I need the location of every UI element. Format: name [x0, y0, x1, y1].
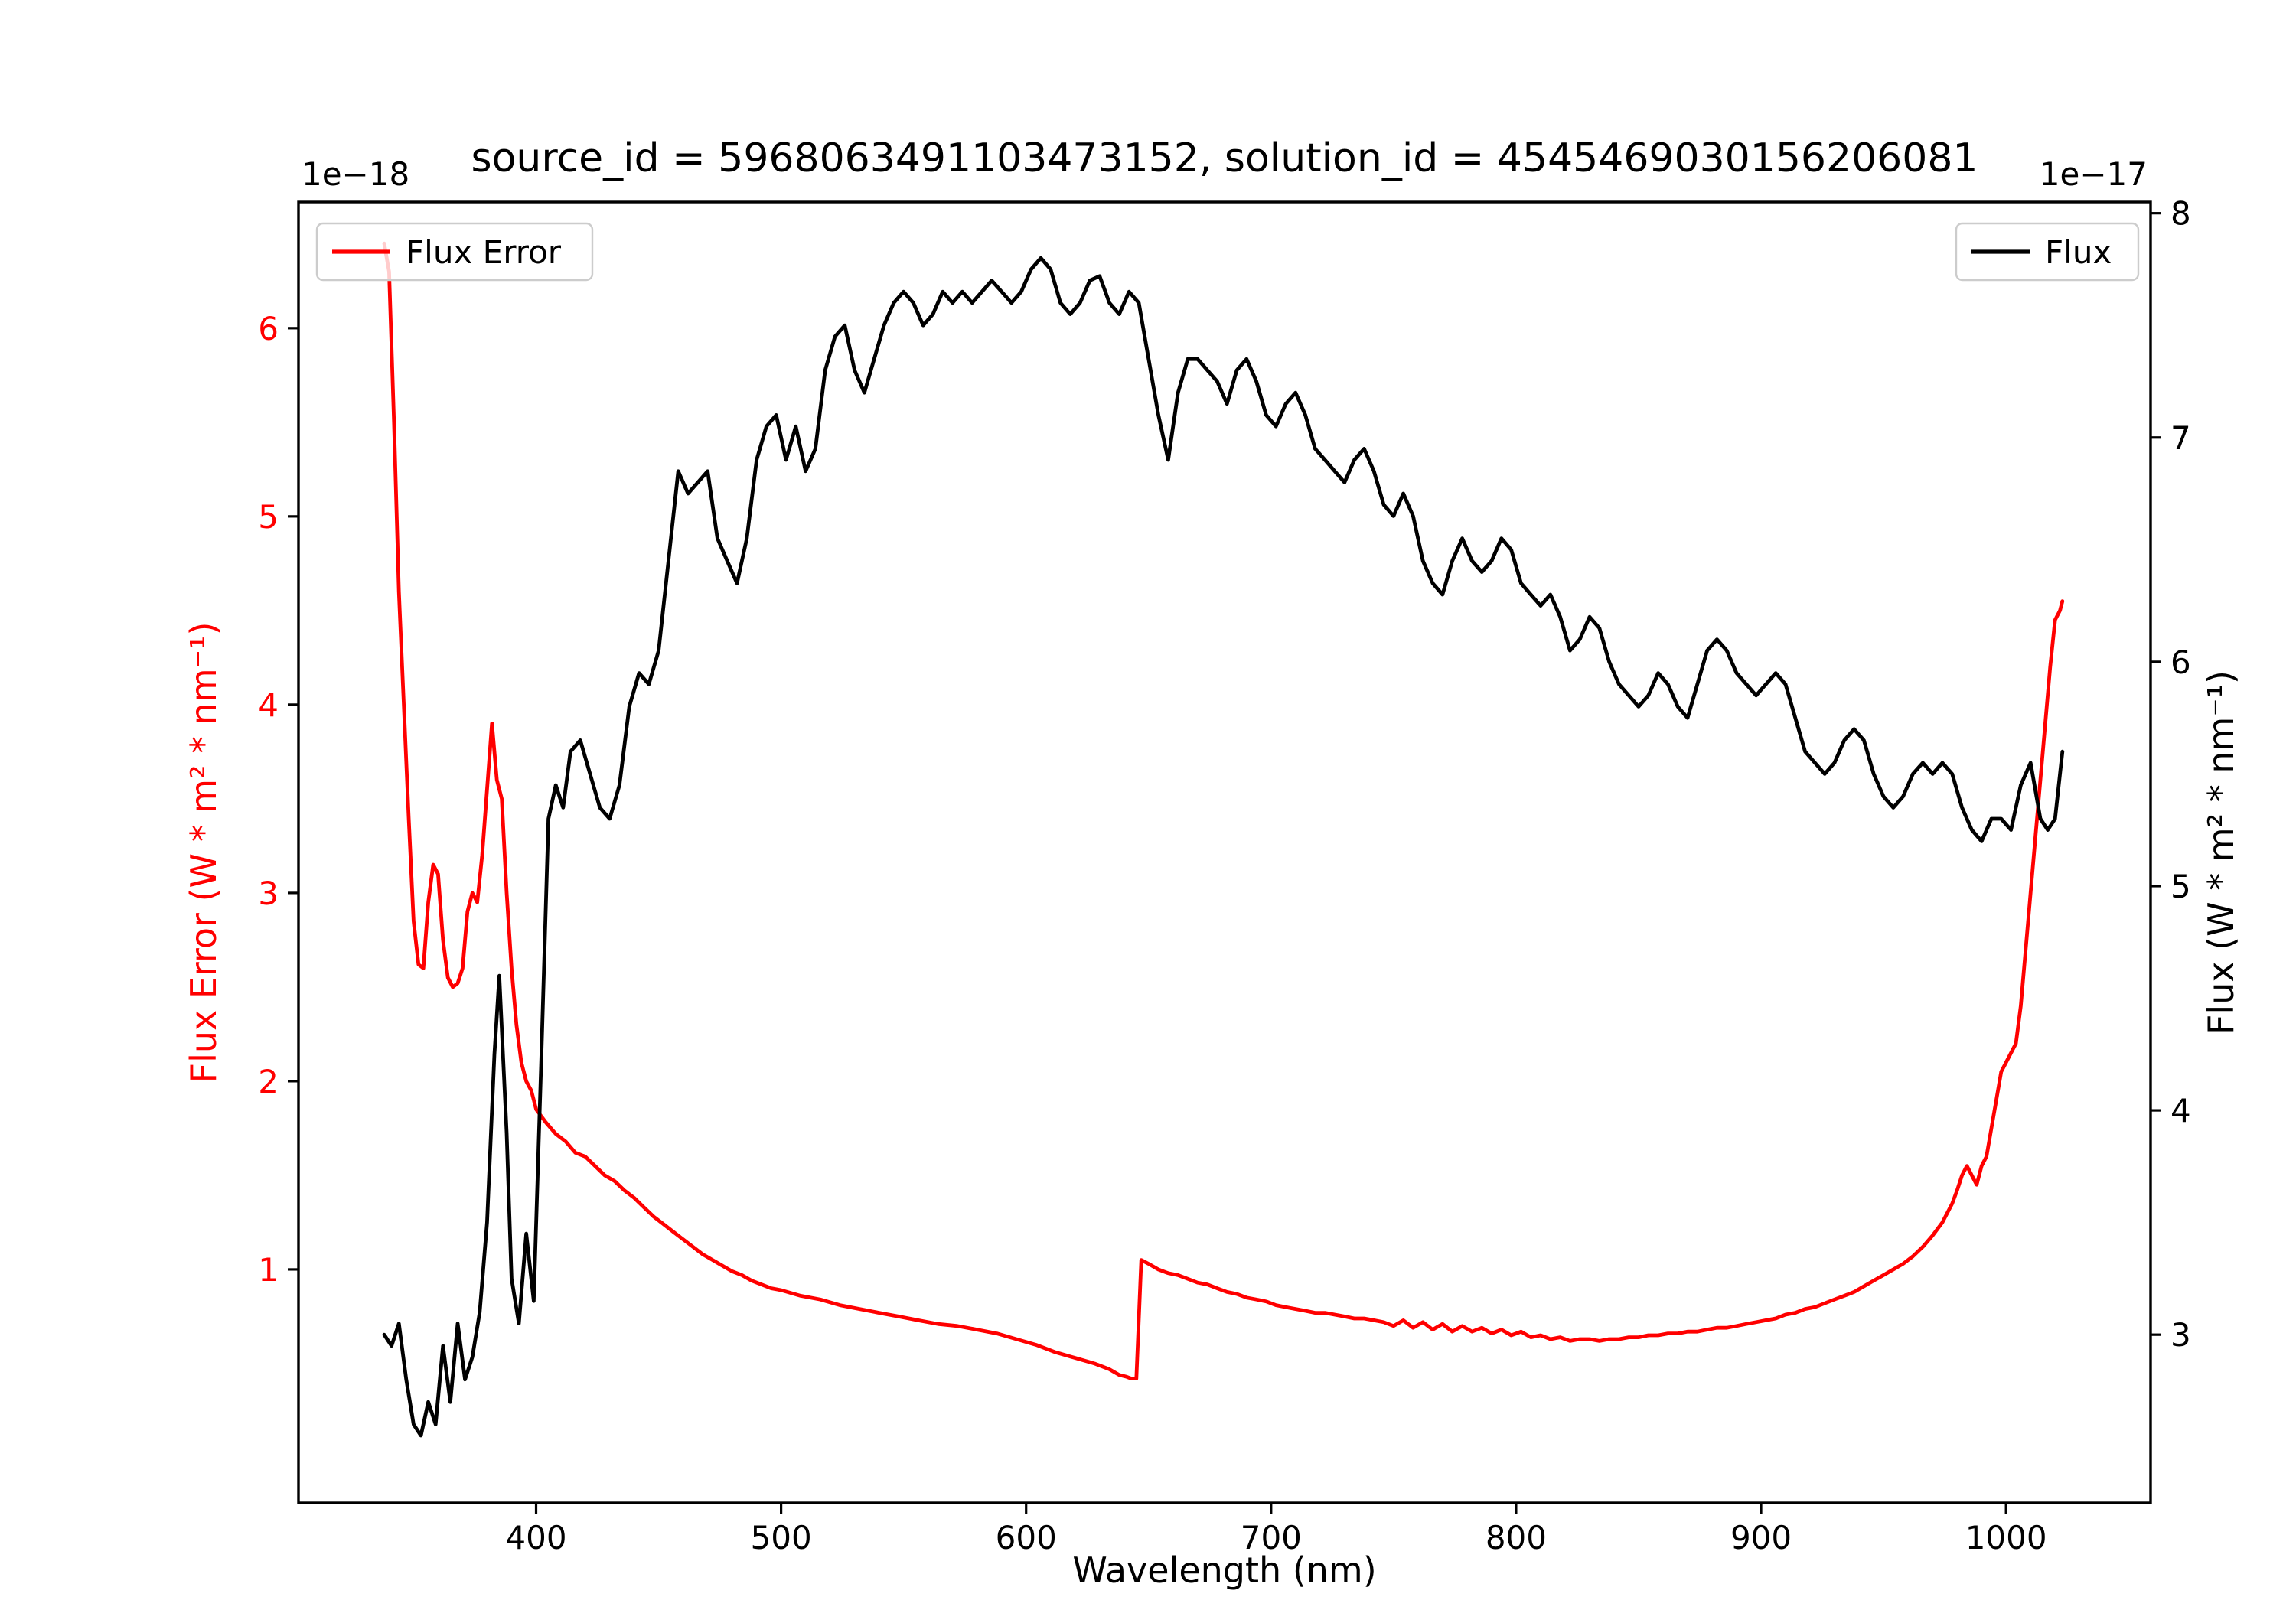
axes-spines	[297, 200, 2152, 1504]
flux-error-line	[382, 241, 2065, 1380]
left-y-tick-label: 4	[258, 686, 279, 724]
right-y-tick-label: 3	[2170, 1316, 2191, 1354]
left-y-tick-label: 6	[258, 310, 279, 347]
x-tick-label: 600	[996, 1519, 1057, 1556]
left-y-tick-label: 2	[258, 1063, 279, 1100]
legend-flux-label: Flux	[2045, 233, 2112, 271]
right-axis-label: Flux (W * m² * nm⁻¹)	[2200, 670, 2242, 1035]
chart-title: source_id = 5968063491103473152, solutio…	[471, 135, 1978, 181]
x-tick-label: 800	[1486, 1519, 1547, 1556]
plot-area	[382, 241, 2065, 1438]
legend-flux-error: Flux Error	[315, 222, 594, 282]
x-tick-label: 500	[751, 1519, 812, 1556]
left-y-tick-label: 3	[258, 875, 279, 912]
right-y-tick-label: 4	[2170, 1092, 2191, 1129]
legend-flux-frame	[1955, 222, 2140, 282]
right-axis-offset-text: 1e−17	[2040, 155, 2148, 193]
left-y-tick-label: 1	[258, 1251, 279, 1289]
flux-line	[382, 256, 2065, 1438]
x-tick-label: 900	[1730, 1519, 1792, 1556]
right-y-tick-label: 7	[2170, 419, 2191, 457]
left-axis-offset-text: 1e−18	[302, 155, 409, 193]
legend-flux: Flux	[1955, 222, 2140, 282]
right-y-tick-label: 5	[2170, 868, 2191, 905]
legend-flux-error-label: Flux Error	[406, 233, 562, 271]
right-y-tick-label: 8	[2170, 195, 2191, 233]
left-y-tick-label: 5	[258, 498, 279, 536]
x-tick-label: 700	[1241, 1519, 1302, 1556]
x-tick-label: 400	[505, 1519, 566, 1556]
legend-flux-error-frame	[315, 222, 594, 282]
x-tick-label: 1000	[1965, 1519, 2047, 1556]
right-y-tick-label: 6	[2170, 644, 2191, 681]
left-axis-label: Flux Error (W * m² * nm⁻¹)	[183, 622, 224, 1084]
x-axis-label: Wavelength (nm)	[1072, 1550, 1376, 1591]
axis-ticks: 400 500 600 700 800 900 1000 1 2 3 4 5 6 3 4 5 6 7 8	[258, 195, 2190, 1556]
